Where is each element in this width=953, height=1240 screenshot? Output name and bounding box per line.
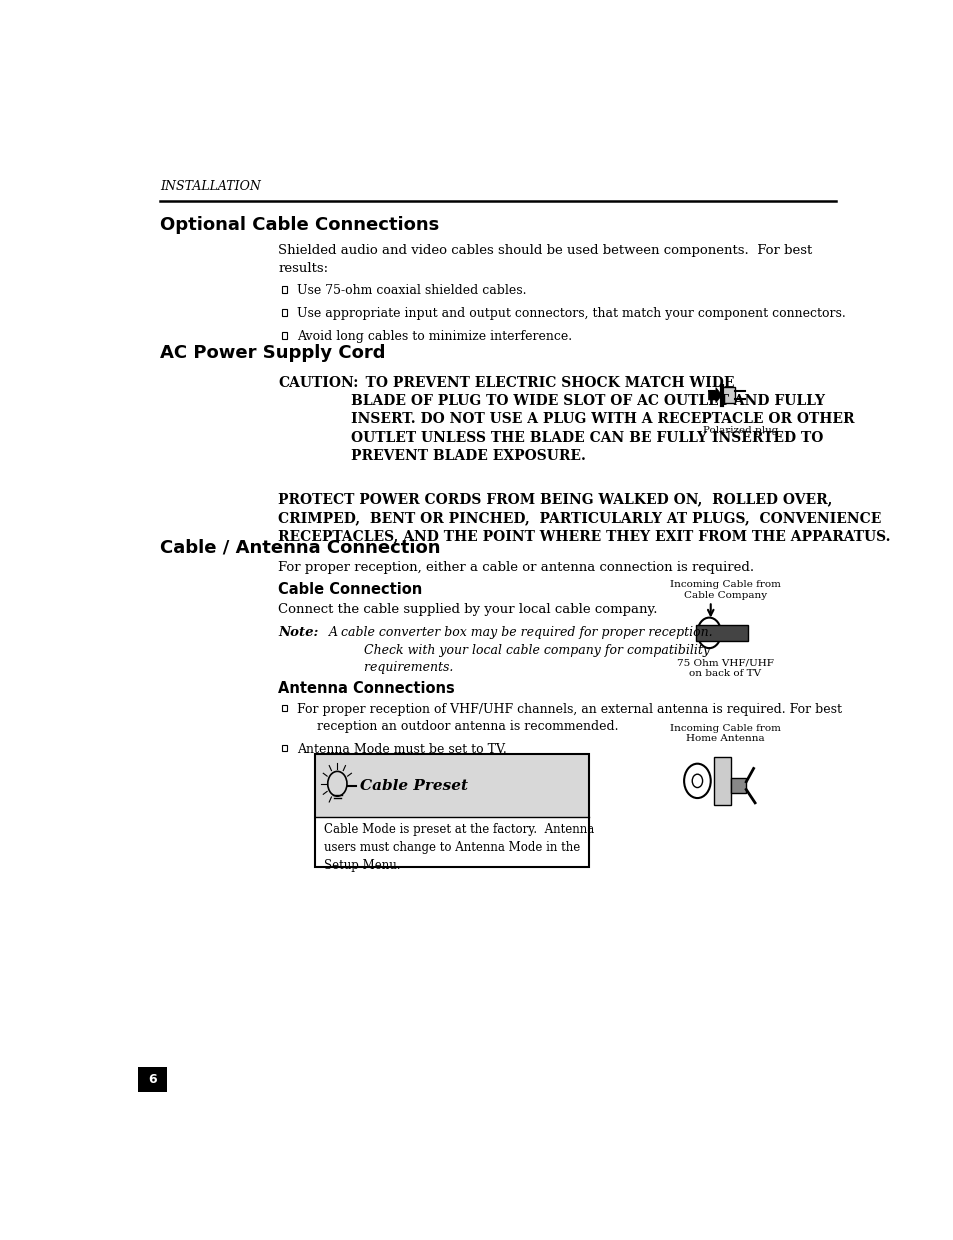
FancyArrow shape — [708, 387, 721, 403]
Bar — [721, 387, 735, 403]
Text: Use appropriate input and output connectors, that match your component connector: Use appropriate input and output connect… — [296, 308, 844, 320]
Text: Antenna Connections: Antenna Connections — [278, 681, 455, 696]
Bar — [281, 704, 287, 712]
Text: 75 Ohm VHF/UHF
on back of TV: 75 Ohm VHF/UHF on back of TV — [677, 658, 773, 678]
Bar — [281, 286, 287, 293]
Text: For proper reception of VHF/UHF channels, an external antenna is required. For b: For proper reception of VHF/UHF channels… — [296, 703, 841, 733]
Bar — [314, 817, 588, 867]
Text: Cable Mode is preset at the factory.  Antenna
users must change to Antenna Mode : Cable Mode is preset at the factory. Ant… — [324, 823, 594, 872]
Text: For proper reception, either a cable or antenna connection is required.: For proper reception, either a cable or … — [278, 562, 754, 574]
Text: Polarized plug: Polarized plug — [701, 425, 778, 435]
Text: A cable converter box may be required for proper reception.
         Check with : A cable converter box may be required fo… — [328, 626, 712, 675]
Text: Optional Cable Connections: Optional Cable Connections — [160, 216, 438, 233]
Text: TO PREVENT ELECTRIC SHOCK MATCH WIDE
BLADE OF PLUG TO WIDE SLOT OF AC OUTLET AND: TO PREVENT ELECTRIC SHOCK MATCH WIDE BLA… — [351, 376, 853, 463]
Text: Incoming Cable from
Cable Company: Incoming Cable from Cable Company — [669, 580, 781, 600]
Bar — [281, 332, 287, 339]
Bar — [281, 745, 287, 751]
Text: Cable Connection: Cable Connection — [278, 583, 422, 598]
Circle shape — [704, 627, 713, 639]
Text: AC Power Supply Cord: AC Power Supply Cord — [160, 343, 385, 362]
Text: INSTALLATION: INSTALLATION — [160, 180, 260, 192]
Text: Antenna Mode must be set to TV.: Antenna Mode must be set to TV. — [296, 743, 506, 755]
Text: 6: 6 — [148, 1074, 156, 1086]
Bar — [314, 754, 588, 867]
Text: PROTECT POWER CORDS FROM BEING WALKED ON,  ROLLED OVER,
CRIMPED,  BENT OR PINCHE: PROTECT POWER CORDS FROM BEING WALKED ON… — [278, 492, 890, 543]
Text: Use 75-ohm coaxial shielded cables.: Use 75-ohm coaxial shielded cables. — [296, 284, 526, 298]
Text: Cable Preset: Cable Preset — [359, 779, 467, 792]
Bar — [695, 625, 747, 641]
Bar — [281, 309, 287, 316]
Text: Shielded audio and video cables should be used between components.  For best
res: Shielded audio and video cables should b… — [278, 244, 812, 275]
Text: Note:: Note: — [278, 626, 318, 639]
Bar — [714, 756, 730, 805]
Text: Cable / Antenna Connection: Cable / Antenna Connection — [160, 538, 440, 557]
Bar — [314, 754, 588, 817]
Text: Incoming Cable from
Home Antenna: Incoming Cable from Home Antenna — [669, 724, 781, 743]
Bar — [731, 777, 745, 794]
Text: Avoid long cables to minimize interference.: Avoid long cables to minimize interferen… — [296, 330, 571, 343]
Bar — [138, 1068, 167, 1092]
Text: CAUTION:: CAUTION: — [278, 376, 358, 391]
Text: Connect the cable supplied by your local cable company.: Connect the cable supplied by your local… — [278, 604, 657, 616]
